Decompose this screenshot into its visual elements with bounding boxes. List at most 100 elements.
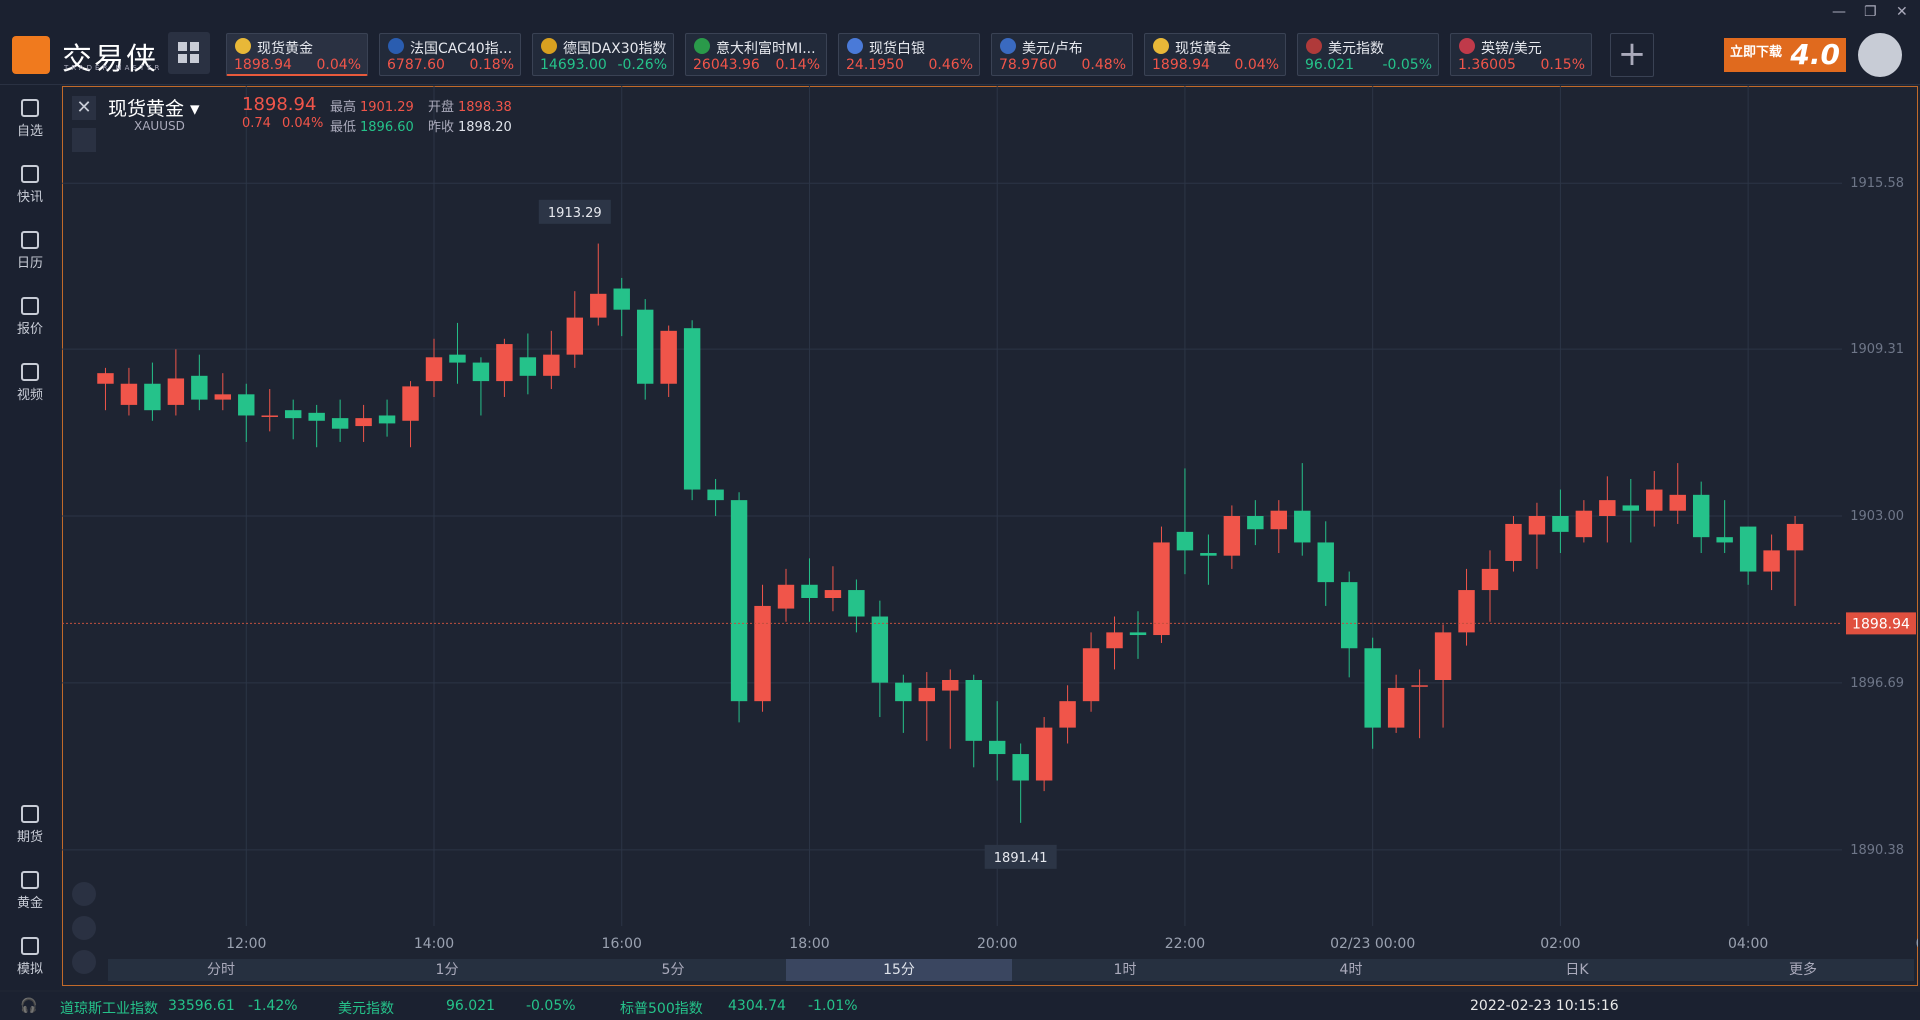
candle-body (895, 682, 912, 702)
open-value: 1898.38 (458, 100, 512, 115)
timeframe-tab[interactable]: 更多 (1789, 962, 1817, 978)
timeframe-tab[interactable]: 5分 (661, 962, 685, 978)
ticker-tab[interactable]: 德国DAX30指数 14693.00 -0.26% (532, 33, 674, 76)
sidebar-item-gold[interactable]: 黄金 (0, 871, 60, 911)
sidebar-item-quotes[interactable]: 报价 (0, 297, 60, 337)
candle-body (355, 418, 372, 427)
close-window-icon[interactable]: ✕ (1896, 4, 1908, 20)
quote-price: 1898.94 (242, 94, 317, 115)
restore-icon[interactable]: ❐ (1864, 4, 1877, 20)
sidebar-item-demo[interactable]: 模拟 (0, 937, 60, 977)
status-datetime: 2022-02-23 10:15:16 (1470, 998, 1619, 1014)
sidebar-label: 模拟 (16, 962, 43, 977)
layout-grid-button[interactable] (168, 32, 210, 74)
candle-body (1411, 685, 1428, 687)
candle-body (402, 386, 419, 421)
ticker-name: 法国CAC40指... (410, 41, 513, 57)
minimize-icon[interactable]: — (1832, 4, 1846, 20)
candle-body (1739, 526, 1757, 572)
sidebar-label: 自选 (16, 124, 43, 139)
candle-body (1340, 582, 1358, 649)
ticker-tab[interactable]: 意大利富时MI... 26043.96 0.14% (685, 33, 827, 76)
candle-body (1552, 516, 1569, 532)
chart-panel (62, 86, 1918, 986)
ticker-tab[interactable]: 现货白银 24.1950 0.46% (838, 33, 980, 76)
candle-body (191, 375, 208, 400)
quote-open: 开盘 1898.38 (428, 96, 512, 115)
candle-body (1059, 701, 1076, 728)
candle-body (707, 489, 724, 501)
expand-chart-button[interactable] (72, 128, 96, 152)
ticker-tab[interactable]: 美元/卢布 78.9760 0.48% (991, 33, 1133, 76)
ticker-change: 0.14% (775, 57, 820, 73)
ticker-change: 0.18% (469, 57, 514, 73)
candle-body (1599, 500, 1616, 516)
candle-body (1505, 523, 1522, 561)
line-tool-icon[interactable] (72, 950, 96, 974)
ticker-tab[interactable]: 现货黄金 1898.94 0.04% (1144, 33, 1286, 76)
sidebar-item-watchlist[interactable]: 自选 (0, 99, 60, 139)
timeframe-tab[interactable]: 15分 (786, 959, 1012, 981)
x-tick-label: 07:00 (1916, 936, 1918, 952)
ticker-tab[interactable]: 现货黄金 1898.94 0.04% (226, 33, 368, 76)
quote-high: 最高 1901.29 (330, 96, 414, 115)
user-avatar[interactable] (1858, 33, 1902, 77)
app-logo-subtitle: TRADER MASTER (64, 64, 163, 72)
close-chart-button[interactable]: ✕ (72, 96, 96, 120)
flag-icon (1153, 38, 1169, 54)
candle-body (1082, 648, 1100, 702)
high-label: 最高 (330, 100, 357, 115)
status-index-name[interactable]: 道琼斯工业指数 (60, 1001, 158, 1017)
candle-body (496, 344, 513, 382)
video-icon (21, 363, 39, 381)
sidebar-label: 快讯 (16, 190, 43, 205)
status-index-value: 96.021 (446, 998, 495, 1014)
candle-body (1176, 531, 1194, 551)
ticker-change: 0.46% (928, 57, 973, 73)
candle-body (1716, 537, 1733, 543)
flag-icon (388, 38, 404, 54)
ticker-change: 0.48% (1081, 57, 1126, 73)
y-tick-label: 1903.00 (1850, 509, 1904, 524)
symbol-code: XAUUSD (134, 119, 185, 133)
candle-body (1364, 648, 1381, 728)
ticker-tab[interactable]: 美元指数 96.021 -0.05% (1297, 33, 1439, 76)
indicator-tool-icon[interactable] (72, 882, 96, 906)
sidebar-item-calendar[interactable]: 日历 (0, 231, 60, 271)
candle-body (777, 584, 795, 609)
sidebar-item-flash[interactable]: 快讯 (0, 165, 60, 205)
candle-body (1153, 542, 1170, 636)
candle-body (378, 415, 396, 424)
gold-icon (21, 871, 39, 889)
sidebar-label: 视频 (16, 388, 43, 403)
timeframe-tab[interactable]: 1分 (435, 962, 459, 978)
flag-icon (694, 38, 710, 54)
headset-icon[interactable]: 🎧 (20, 998, 38, 1014)
status-index-name[interactable]: 美元指数 (338, 1001, 394, 1017)
sidebar-item-futures[interactable]: 期货 (0, 805, 60, 845)
candle-body (97, 373, 114, 384)
candle-body (660, 330, 677, 384)
status-index-change: -0.05% (526, 998, 576, 1014)
app-logo-icon (12, 36, 50, 74)
sidebar-item-video[interactable]: 视频 (0, 363, 60, 403)
candle-body (449, 354, 466, 363)
ticker-tab[interactable]: 英镑/美元 1.36005 0.15% (1450, 33, 1592, 76)
download-banner[interactable]: 立即下载 4.0 (1724, 38, 1846, 72)
add-ticker-button[interactable]: + (1610, 33, 1654, 77)
timeframe-tab[interactable]: 日K (1565, 962, 1589, 978)
candle-body (1106, 632, 1123, 649)
flag-icon (1000, 38, 1016, 54)
pencil-tool-icon[interactable] (72, 916, 96, 940)
ticker-tab[interactable]: 法国CAC40指... 6787.60 0.18% (379, 33, 521, 76)
timeframe-tab[interactable]: 1时 (1113, 962, 1137, 978)
timeframe-tab[interactable]: 分时 (207, 962, 235, 978)
open-label: 开盘 (428, 100, 455, 115)
timeframe-tab[interactable]: 4时 (1339, 962, 1363, 978)
symbol-selector[interactable]: 现货黄金 ▾ (108, 98, 200, 120)
flag-icon (847, 38, 863, 54)
candlestick-chart[interactable]: 1915.58 1909.31 1903.00 1896.69 1890.38 12:00… (62, 86, 1918, 956)
x-tick-label: 12:00 (226, 936, 266, 952)
status-index-name[interactable]: 标普500指数 (620, 1001, 703, 1017)
timeframe-bar: 分时 1分 5分 15分 1时 4时 日K 更多 (108, 959, 1914, 981)
